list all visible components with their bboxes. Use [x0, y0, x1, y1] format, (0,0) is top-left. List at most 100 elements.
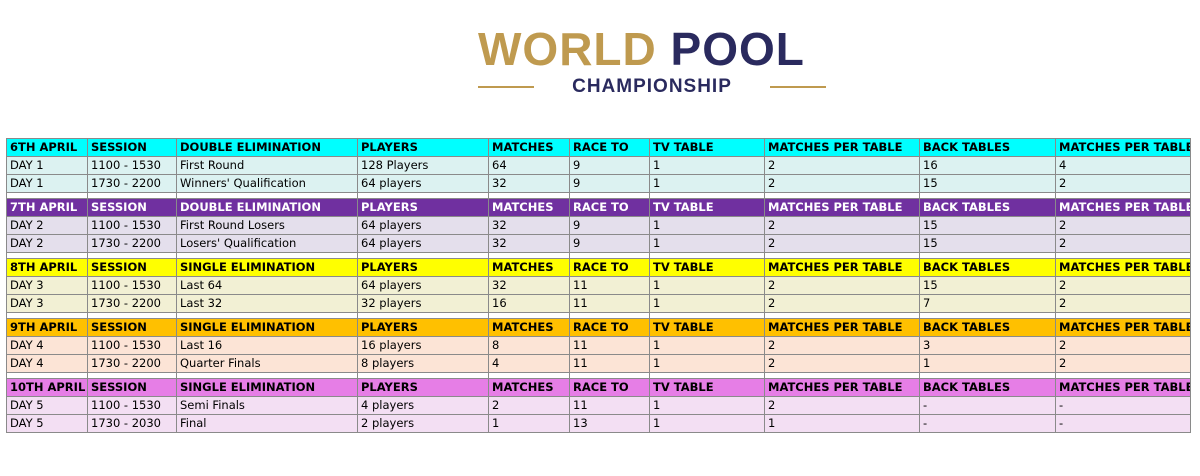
matches-header: MATCHES — [488, 258, 570, 277]
tv-table-header: TV TABLE — [649, 258, 765, 277]
players-cell: 8 players — [357, 354, 489, 373]
session-cell: 1730 - 2200 — [87, 174, 177, 193]
matches-per-tv-table-header: MATCHES PER TABLE — [764, 258, 920, 277]
matches-cell: 32 — [488, 276, 570, 295]
logo-subtitle-row: CHAMPIONSHIP — [478, 76, 826, 98]
back-tables-cell: - — [919, 414, 1056, 433]
back-tables-cell: - — [919, 396, 1056, 415]
session-cell: 1730 - 2030 — [87, 414, 177, 433]
matches-per-tv-table-header: MATCHES PER TABLE — [764, 318, 920, 337]
table-row: DAY 1 1730 - 2200 Winners' Qualification 64… — [6, 174, 1191, 193]
logo-word-world: WORLD — [478, 23, 657, 75]
matches-cell: 32 — [488, 174, 570, 193]
tv-table-header: TV TABLE — [649, 138, 765, 157]
race-to-header: RACE TO — [569, 138, 650, 157]
session-cell: 1730 - 2200 — [87, 234, 177, 253]
matches-cell: 2 — [488, 396, 570, 415]
matches-per-tv-table-cell: 2 — [764, 156, 920, 175]
back-tables-header: BACK TABLES — [919, 198, 1056, 217]
table-row: DAY 3 1730 - 2200 Last 32 32 players 16 11 1 2 7… — [6, 294, 1191, 313]
matches-cell: 8 — [488, 336, 570, 355]
players-header: PLAYERS — [357, 198, 489, 217]
players-cell: 64 players — [357, 234, 489, 253]
matches-per-tv-table-cell: 2 — [764, 354, 920, 373]
round-cell: First Round Losers — [176, 216, 358, 235]
session-cell: 1100 - 1530 — [87, 276, 177, 295]
back-tables-cell: 1 — [919, 354, 1056, 373]
date-header: 9TH APRIL — [6, 318, 88, 337]
race-to-header: RACE TO — [569, 258, 650, 277]
players-cell: 64 players — [357, 216, 489, 235]
day-header-row: 7TH APRIL SESSION DOUBLE ELIMINATION PLAYER… — [6, 198, 1191, 217]
race-to-cell: 11 — [569, 336, 650, 355]
back-tables-header: BACK TABLES — [919, 138, 1056, 157]
matches-per-back-table-cell: - — [1055, 414, 1191, 433]
players-header: PLAYERS — [357, 138, 489, 157]
day-cell: DAY 3 — [6, 276, 88, 295]
logo-word-pool: POOL — [670, 23, 805, 75]
matches-per-tv-table-cell: 2 — [764, 216, 920, 235]
round-cell: Semi Finals — [176, 396, 358, 415]
matches-per-back-table-cell: 2 — [1055, 234, 1191, 253]
matches-cell: 1 — [488, 414, 570, 433]
table-row: DAY 4 1100 - 1530 Last 16 16 players 8 11 1 2 3 2 — [6, 336, 1191, 355]
matches-per-tv-table-cell: 2 — [764, 294, 920, 313]
session-cell: 1730 - 2200 — [87, 354, 177, 373]
date-header: 7TH APRIL — [6, 198, 88, 217]
session-cell: 1100 - 1530 — [87, 396, 177, 415]
round-cell: Final — [176, 414, 358, 433]
session-cell: 1730 - 2200 — [87, 294, 177, 313]
players-header: PLAYERS — [357, 258, 489, 277]
tv-table-cell: 1 — [649, 294, 765, 313]
date-header: 6TH APRIL — [6, 138, 88, 157]
back-tables-cell: 7 — [919, 294, 1056, 313]
day-header-row: 6TH APRIL SESSION DOUBLE ELIMINATION PLAYER… — [6, 138, 1191, 157]
session-cell: 1100 - 1530 — [87, 156, 177, 175]
day-header-row: 9TH APRIL SESSION SINGLE ELIMINATION PLAYER… — [6, 318, 1191, 337]
players-cell: 2 players — [357, 414, 489, 433]
players-cell: 64 players — [357, 174, 489, 193]
race-to-header: RACE TO — [569, 378, 650, 397]
matches-per-back-table-header: MATCHES PER TABLE — [1055, 138, 1191, 157]
matches-per-back-table-cell: 2 — [1055, 336, 1191, 355]
matches-per-tv-table-cell: 2 — [764, 174, 920, 193]
round-cell: Last 64 — [176, 276, 358, 295]
matches-per-back-table-cell: 2 — [1055, 294, 1191, 313]
tv-table-cell: 1 — [649, 234, 765, 253]
session-header: SESSION — [87, 378, 177, 397]
tv-table-header: TV TABLE — [649, 198, 765, 217]
matches-per-tv-table-header: MATCHES PER TABLE — [764, 378, 920, 397]
round-cell: Winners' Qualification — [176, 174, 358, 193]
matches-header: MATCHES — [488, 198, 570, 217]
day-cell: DAY 3 — [6, 294, 88, 313]
tv-table-cell: 1 — [649, 354, 765, 373]
players-cell: 64 players — [357, 276, 489, 295]
tv-table-cell: 1 — [649, 174, 765, 193]
players-cell: 4 players — [357, 396, 489, 415]
matches-per-tv-table-cell: 2 — [764, 336, 920, 355]
day-cell: DAY 1 — [6, 156, 88, 175]
back-tables-header: BACK TABLES — [919, 378, 1056, 397]
logo-title: WORLD POOL — [478, 26, 838, 72]
matches-per-tv-table-header: MATCHES PER TABLE — [764, 198, 920, 217]
players-cell: 128 Players — [357, 156, 489, 175]
day-cell: DAY 4 — [6, 354, 88, 373]
matches-per-back-table-cell: - — [1055, 396, 1191, 415]
tv-table-cell: 1 — [649, 216, 765, 235]
logo-rule-right — [769, 86, 826, 88]
back-tables-header: BACK TABLES — [919, 318, 1056, 337]
session-header: SESSION — [87, 198, 177, 217]
format-header: SINGLE ELIMINATION — [176, 258, 358, 277]
players-cell: 16 players — [357, 336, 489, 355]
day-cell: DAY 2 — [6, 234, 88, 253]
table-row: DAY 2 1100 - 1530 First Round Losers 64 pla… — [6, 216, 1191, 235]
format-header: SINGLE ELIMINATION — [176, 318, 358, 337]
session-header: SESSION — [87, 138, 177, 157]
session-header: SESSION — [87, 318, 177, 337]
back-tables-cell: 15 — [919, 276, 1056, 295]
tv-table-header: TV TABLE — [649, 318, 765, 337]
back-tables-cell: 16 — [919, 156, 1056, 175]
matches-per-tv-table-cell: 2 — [764, 276, 920, 295]
race-to-header: RACE TO — [569, 198, 650, 217]
race-to-cell: 13 — [569, 414, 650, 433]
